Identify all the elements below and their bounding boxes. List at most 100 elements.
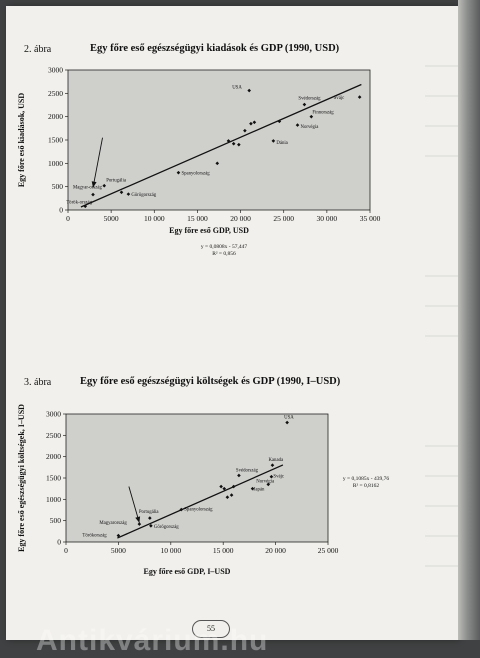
- data-point: [148, 516, 152, 520]
- data-point: [295, 123, 300, 127]
- figure-2-label: 2. ábra: [24, 44, 52, 55]
- point-label: Finnország: [312, 111, 334, 116]
- point-label: Magyarország: [99, 521, 127, 526]
- figure-3-chart: 0 5000 10 000 15 000 20 000 25 000 0 500 1000 150…: [17, 404, 389, 576]
- y-tick-label: 1000: [46, 495, 61, 504]
- y-tick-label: 0: [57, 538, 61, 547]
- point-label: Norvégia: [301, 125, 320, 130]
- point-label: Törökország: [82, 534, 107, 539]
- point-label: Kanada: [268, 458, 284, 463]
- trendline: [117, 464, 284, 539]
- trend-equation: y = 0,1085x - 439,76: [343, 476, 389, 482]
- x-tick-label: 20 000: [265, 546, 286, 555]
- data-point: [137, 522, 142, 526]
- data-point: [249, 121, 253, 126]
- data-point: [222, 486, 227, 491]
- x-tick-label: 25 000: [273, 214, 294, 223]
- y-axis-title: Egy főre eső egészségügyi költségek, I–U…: [17, 404, 26, 552]
- x-tick-label: 30 000: [317, 214, 338, 223]
- data-point: [149, 523, 153, 528]
- y-tick-label: 500: [52, 182, 64, 191]
- data-point: [269, 474, 274, 479]
- data-point: [357, 95, 362, 99]
- data-point: [179, 507, 184, 512]
- y-tick-label: 1000: [48, 159, 63, 168]
- point-label: Spanyolország: [184, 508, 213, 513]
- plot-area: [65, 413, 329, 543]
- x-tick-label: 35 000: [360, 214, 381, 223]
- data-point: [83, 204, 88, 209]
- x-tick-label: 5000: [104, 214, 119, 223]
- point-label: Török-ország: [66, 200, 92, 205]
- data-point: [266, 482, 271, 487]
- data-point: [119, 190, 124, 195]
- book-spine: [458, 0, 480, 640]
- y-tick-label: 1500: [46, 474, 61, 483]
- figure-3-label: 3. ábra: [24, 377, 52, 388]
- point-label: Görögország: [131, 193, 156, 198]
- x-tick-label: 0: [66, 214, 70, 223]
- trend-equation: y = 0,0808x - 57,447: [201, 244, 247, 250]
- data-point: [102, 183, 107, 188]
- point-label: Dánia: [276, 141, 288, 146]
- data-point: [309, 114, 314, 119]
- trend-r-squared: R² = 0,8162: [353, 483, 380, 489]
- figure-2-chart: 0 5000 10 000 15 000 20 000 25 000 30 000 35 00…: [17, 66, 381, 258]
- x-tick-label: 0: [64, 546, 68, 555]
- arrow-head: [135, 516, 141, 523]
- figure-2-title: Egy főre eső egészségügyi kiadások és GD…: [90, 43, 340, 54]
- x-tick-label: 5000: [111, 546, 126, 555]
- point-label: Portugália: [106, 179, 127, 184]
- x-tick-label: 10 000: [144, 214, 165, 223]
- y-tick-label: 3000: [46, 410, 61, 419]
- point-label: Svájc: [334, 96, 345, 101]
- arrow-line: [128, 486, 140, 523]
- data-point: [231, 141, 236, 146]
- y-tick-label: 2500: [48, 89, 63, 98]
- y-tick-label: 2500: [46, 431, 61, 440]
- y-tick-label: 2000: [46, 452, 61, 461]
- point-label: Svédország: [298, 97, 321, 102]
- point-label: USA: [232, 86, 242, 91]
- trendline: [80, 83, 362, 208]
- point-label: Japán: [254, 488, 266, 493]
- data-point: [126, 192, 131, 196]
- book-page: 2. ábra Egy főre eső egészségügyi kiadás…: [6, 6, 459, 657]
- point-label: Spanyolország: [181, 172, 210, 177]
- data-point: [237, 142, 241, 147]
- x-tick-label: 15 000: [187, 214, 208, 223]
- x-tick-label: 25 000: [318, 546, 339, 555]
- point-label: Svájc: [273, 475, 284, 480]
- point-label: USA: [284, 416, 294, 421]
- arrow-head: [91, 181, 97, 188]
- y-tick-label: 3000: [48, 66, 63, 75]
- arrow-line: [92, 137, 103, 188]
- point-label: Svédország: [236, 468, 259, 473]
- y-tick-label: 0: [59, 206, 63, 215]
- trend-r-squared: R² = 0,856: [212, 251, 236, 257]
- data-point: [229, 493, 234, 497]
- y-tick-label: 2000: [48, 112, 63, 121]
- x-tick-label: 20 000: [230, 214, 251, 223]
- point-label: Portugália: [139, 510, 160, 515]
- data-point: [91, 192, 95, 197]
- y-axis-title: Egy főre eső kiadások, USD: [17, 93, 26, 188]
- data-point: [116, 533, 121, 538]
- figure-3-title: Egy főre eső egészségügyi költségek és G…: [80, 376, 341, 387]
- x-tick-label: 10 000: [160, 546, 181, 555]
- point-label: Magyar-ország: [73, 186, 103, 191]
- data-point: [237, 473, 241, 478]
- page-number: 55: [192, 620, 230, 638]
- y-tick-label: 500: [50, 516, 62, 525]
- watermark: Antikvárium.hu: [36, 624, 269, 657]
- show-through-text: [425, 65, 459, 567]
- y-tick-label: 1500: [48, 136, 63, 145]
- data-point: [277, 119, 282, 124]
- point-label: Görögország: [154, 525, 179, 530]
- x-axis-title: Egy főre eső GDP, USD: [169, 226, 249, 235]
- x-tick-label: 15 000: [213, 546, 234, 555]
- x-axis-title: Egy főre eső GDP, I–USD: [144, 567, 231, 576]
- plot-area: [67, 69, 371, 211]
- data-point: [247, 88, 251, 93]
- point-label: Norvégia: [256, 479, 275, 484]
